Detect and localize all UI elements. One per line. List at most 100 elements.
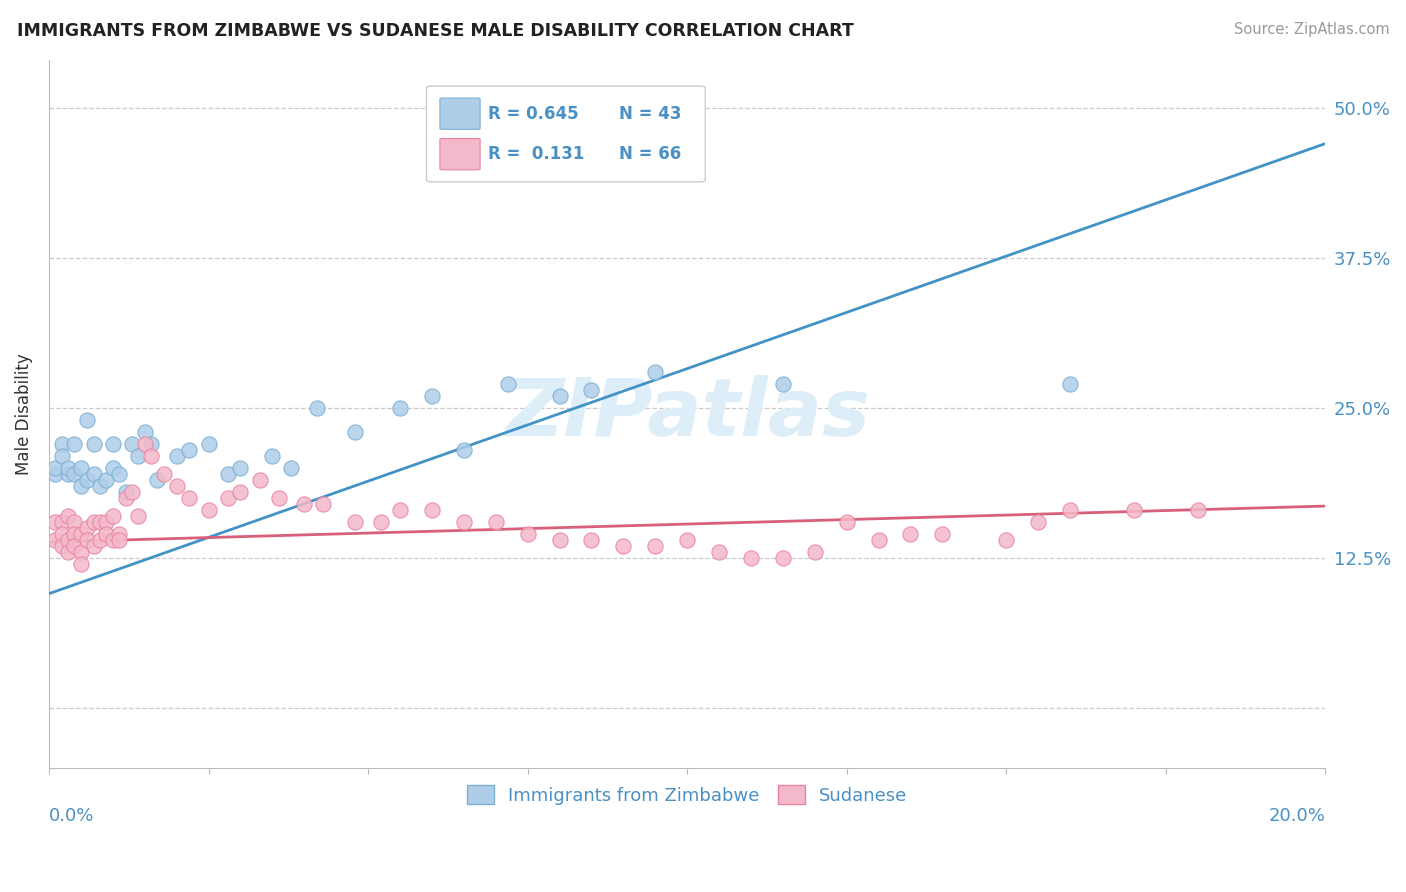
- Point: [70, 526, 93, 541]
- Point: [44, 460, 66, 475]
- Text: 0.0%: 0.0%: [49, 806, 94, 824]
- Point: [56, 533, 79, 547]
- Point: [121, 436, 143, 450]
- Point: [388, 401, 411, 415]
- Point: [44, 467, 66, 481]
- Point: [127, 508, 149, 523]
- Point: [101, 460, 124, 475]
- Point: [1122, 502, 1144, 516]
- Point: [267, 491, 290, 505]
- Point: [485, 515, 508, 529]
- Point: [51, 449, 73, 463]
- Point: [676, 533, 699, 547]
- Point: [707, 544, 730, 558]
- Point: [51, 539, 73, 553]
- Point: [1026, 515, 1049, 529]
- Point: [835, 515, 858, 529]
- Point: [56, 508, 79, 523]
- Point: [83, 467, 105, 481]
- Point: [63, 515, 86, 529]
- Point: [868, 533, 890, 547]
- Point: [44, 515, 66, 529]
- Point: [217, 491, 239, 505]
- Point: [197, 502, 219, 516]
- Point: [83, 436, 105, 450]
- Point: [101, 436, 124, 450]
- Point: [581, 533, 603, 547]
- Point: [70, 557, 93, 571]
- Point: [581, 383, 603, 397]
- Point: [197, 436, 219, 450]
- Point: [89, 533, 111, 547]
- Point: [179, 491, 201, 505]
- Point: [101, 508, 124, 523]
- Point: [70, 460, 93, 475]
- Point: [51, 515, 73, 529]
- Point: [127, 449, 149, 463]
- Point: [453, 515, 475, 529]
- Point: [740, 550, 762, 565]
- Point: [51, 436, 73, 450]
- Point: [44, 533, 66, 547]
- Point: [56, 460, 79, 475]
- Point: [114, 484, 136, 499]
- Point: [89, 478, 111, 492]
- Point: [51, 526, 73, 541]
- Point: [70, 544, 93, 558]
- Point: [76, 412, 98, 426]
- Point: [134, 425, 156, 439]
- Point: [63, 526, 86, 541]
- Point: [96, 473, 118, 487]
- Point: [420, 502, 443, 516]
- Point: [312, 497, 335, 511]
- Point: [548, 389, 571, 403]
- Point: [995, 533, 1018, 547]
- Point: [63, 539, 86, 553]
- Point: [96, 515, 118, 529]
- Point: [292, 497, 315, 511]
- Point: [388, 502, 411, 516]
- Point: [305, 401, 328, 415]
- Point: [217, 467, 239, 481]
- Point: [108, 533, 131, 547]
- Point: [70, 478, 93, 492]
- Point: [772, 550, 794, 565]
- Point: [153, 467, 176, 481]
- Point: [1059, 502, 1081, 516]
- Point: [249, 473, 271, 487]
- Point: [548, 533, 571, 547]
- Point: [121, 484, 143, 499]
- Point: [76, 473, 98, 487]
- Point: [101, 533, 124, 547]
- Point: [179, 442, 201, 457]
- Text: IMMIGRANTS FROM ZIMBABWE VS SUDANESE MALE DISABILITY CORRELATION CHART: IMMIGRANTS FROM ZIMBABWE VS SUDANESE MAL…: [17, 22, 853, 40]
- Point: [229, 484, 252, 499]
- Point: [56, 544, 79, 558]
- Point: [612, 539, 634, 553]
- Point: [63, 436, 86, 450]
- Point: [644, 365, 666, 379]
- Point: [89, 515, 111, 529]
- Point: [56, 467, 79, 481]
- Point: [108, 467, 131, 481]
- Y-axis label: Male Disability: Male Disability: [15, 352, 32, 475]
- Text: Source: ZipAtlas.com: Source: ZipAtlas.com: [1233, 22, 1389, 37]
- Point: [931, 526, 953, 541]
- Point: [803, 544, 825, 558]
- Point: [1187, 502, 1209, 516]
- Point: [453, 442, 475, 457]
- Text: ZIPatlas: ZIPatlas: [505, 375, 870, 452]
- Point: [139, 436, 162, 450]
- Point: [370, 515, 392, 529]
- Point: [63, 467, 86, 481]
- Point: [166, 449, 188, 463]
- Point: [262, 449, 284, 463]
- Point: [134, 436, 156, 450]
- Point: [229, 460, 252, 475]
- Point: [76, 521, 98, 535]
- Point: [83, 539, 105, 553]
- Legend: Immigrants from Zimbabwe, Sudanese: Immigrants from Zimbabwe, Sudanese: [460, 778, 915, 812]
- Point: [114, 491, 136, 505]
- Point: [166, 478, 188, 492]
- Point: [420, 389, 443, 403]
